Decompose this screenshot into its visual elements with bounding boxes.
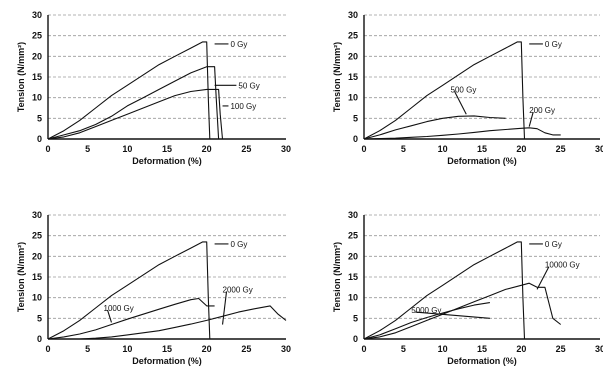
chart-4-series-label-3: 10000 Gy xyxy=(545,261,580,270)
chart-3-series-label-2: 1000 Gy xyxy=(104,304,134,313)
chart-3-y-tick-label-1: 5 xyxy=(37,313,42,323)
chart-4-series-label-1: 0 Gy xyxy=(545,240,562,249)
chart-3-y-tick-label-3: 15 xyxy=(32,272,42,282)
chart-3-y-tick-label-5: 25 xyxy=(32,231,42,241)
chart-4-y-tick-label-3: 15 xyxy=(348,272,358,282)
chart-3-x-tick-label-6: 30 xyxy=(281,344,291,354)
chart-4-series-line-1 xyxy=(363,241,526,340)
chart-2-y-tick-label-4: 20 xyxy=(348,51,358,61)
chart-4-series-leader-2 xyxy=(415,311,490,319)
chart-4-series-line-3 xyxy=(363,282,562,340)
chart-4-series-line-2 xyxy=(363,302,490,340)
chart-3-y-tick-label-2: 10 xyxy=(32,293,42,303)
chart-1-y-axis-title: Tension (N/mm²) xyxy=(16,42,26,112)
chart-2-series-leader-2 xyxy=(454,91,467,115)
chart-2-y-tick-label-1: 5 xyxy=(353,113,358,123)
chart-3-series-leader-3 xyxy=(221,291,228,325)
chart-2-x-tick-label-3: 15 xyxy=(477,144,487,154)
chart-2-x-tick-label-2: 10 xyxy=(438,144,448,154)
chart-4-series-leader-3 xyxy=(536,266,550,290)
chart-2-series-label-2: 500 Gy xyxy=(451,85,477,94)
chart-1-series-label-1: 0 Gy xyxy=(230,40,247,49)
chart-3-series-line-2 xyxy=(47,297,215,340)
chart-4-x-tick-label-2: 10 xyxy=(438,344,448,354)
chart-1-y-tick-label-0: 0 xyxy=(37,134,42,144)
chart-2-x-axis-title: Deformation (%) xyxy=(447,156,517,166)
chart-3-x-tick-label-3: 15 xyxy=(162,344,172,354)
chart-2-x-tick-label-6: 30 xyxy=(595,144,603,154)
chart-4-y-tick-label-1: 5 xyxy=(353,313,358,323)
chart-1-y-tick-label-6: 30 xyxy=(32,10,42,20)
chart-4-x-tick-label-0: 0 xyxy=(361,344,366,354)
chart-1-x-axis-title: Deformation (%) xyxy=(132,156,202,166)
chart-3-series-line-1 xyxy=(47,241,211,340)
chart-1: 0 5 10 15 20 25 30 0 5 10 15 20 25 30 Deformation (%) T… xyxy=(16,10,291,166)
chart-4-x-tick-label-6: 30 xyxy=(595,344,603,354)
chart-2-series-line-2 xyxy=(363,115,506,140)
chart-3-series-label-1: 0 Gy xyxy=(230,240,247,249)
chart-2-x-tick-label-0: 0 xyxy=(361,144,366,154)
chart-3-y-tick-label-6: 30 xyxy=(32,210,42,220)
chart-2-y-axis-title: Tension (N/mm²) xyxy=(332,42,342,112)
chart-3-x-tick-label-5: 25 xyxy=(241,344,251,354)
chart-1-y-tick-label-4: 20 xyxy=(32,51,42,61)
chart-3-x-tick-label-2: 10 xyxy=(122,344,132,354)
chart-1-x-tick-label-1: 5 xyxy=(85,144,90,154)
chart-4-y-tick-label-5: 25 xyxy=(348,231,358,241)
chart-4-y-tick-label-4: 20 xyxy=(348,251,358,261)
chart-4-y-axis-title: Tension (N/mm²) xyxy=(332,242,342,312)
chart-1-series-line-1 xyxy=(47,41,211,140)
chart-2-y-tick-label-5: 25 xyxy=(348,31,358,41)
chart-1-series-label-3: 100 Gy xyxy=(230,102,256,111)
chart-1-series-line-2 xyxy=(47,66,220,140)
chart-1-x-tick-label-6: 30 xyxy=(281,144,291,154)
chart-1-y-tick-label-2: 10 xyxy=(32,93,42,103)
chart-3-x-tick-label-4: 20 xyxy=(202,344,212,354)
chart-3-y-tick-label-0: 0 xyxy=(37,334,42,344)
chart-2: 0 5 10 15 20 25 30 0 5 10 15 20 25 30 Deformation (%) T… xyxy=(332,10,603,166)
chart-4-x-axis-title: Deformation (%) xyxy=(447,356,517,366)
chart-4-y-tick-label-6: 30 xyxy=(348,210,358,220)
chart-1-y-tick-label-5: 25 xyxy=(32,31,42,41)
chart-4-y-tick-label-0: 0 xyxy=(353,334,358,344)
chart-4-series-label-2: 5000 Gy xyxy=(411,306,441,315)
chart-2-series-label-3: 200 Gy xyxy=(529,106,555,115)
chart-2-y-tick-label-3: 15 xyxy=(348,72,358,82)
chart-1-x-tick-label-0: 0 xyxy=(45,144,50,154)
chart-3-series-line-3 xyxy=(48,305,287,340)
chart-3-series-label-3: 2000 Gy xyxy=(223,285,253,294)
chart-2-y-tick-label-0: 0 xyxy=(353,134,358,144)
chart-2-x-tick-label-5: 25 xyxy=(556,144,566,154)
chart-2-series-leader-3 xyxy=(528,111,534,127)
chart-1-x-tick-label-3: 15 xyxy=(162,144,172,154)
chart-2-y-tick-label-6: 30 xyxy=(348,10,358,20)
chart-1-x-tick-label-5: 25 xyxy=(241,144,251,154)
chart-2-series-label-1: 0 Gy xyxy=(545,40,562,49)
chart-4-x-tick-label-5: 25 xyxy=(556,344,566,354)
chart-4-x-tick-label-4: 20 xyxy=(516,344,526,354)
chart-2-series-line-3 xyxy=(363,127,561,140)
chart-3: 0 5 10 15 20 25 30 0 5 10 15 20 25 30 Deformation (%) T… xyxy=(16,210,291,366)
chart-3-x-tick-label-0: 0 xyxy=(45,344,50,354)
chart-1-y-tick-label-3: 15 xyxy=(32,72,42,82)
chart-4-x-tick-label-3: 15 xyxy=(477,344,487,354)
chart-3-series-leader-2 xyxy=(107,309,112,323)
chart-1-series-label-2: 50 Gy xyxy=(238,81,259,90)
chart-3-x-tick-label-1: 5 xyxy=(85,344,90,354)
chart-2-x-tick-label-4: 20 xyxy=(516,144,526,154)
chart-2-series-line-1 xyxy=(363,41,526,140)
chart-1-x-tick-label-2: 10 xyxy=(122,144,132,154)
chart-4: 0 5 10 15 20 25 30 0 5 10 15 20 25 30 Deformation (%) T… xyxy=(332,210,603,366)
chart-4-x-tick-label-1: 5 xyxy=(401,344,406,354)
chart-2-y-tick-label-2: 10 xyxy=(348,93,358,103)
chart-2-x-tick-label-1: 5 xyxy=(401,144,406,154)
chart-1-x-tick-label-4: 20 xyxy=(202,144,212,154)
chart-3-y-tick-label-4: 20 xyxy=(32,251,42,261)
chart-3-y-axis-title: Tension (N/mm²) xyxy=(16,242,26,312)
chart-1-y-tick-label-1: 5 xyxy=(37,113,42,123)
chart-3-x-axis-title: Deformation (%) xyxy=(132,356,202,366)
chart-4-y-tick-label-2: 10 xyxy=(348,293,358,303)
chart-1-series-line-3 xyxy=(47,88,224,140)
